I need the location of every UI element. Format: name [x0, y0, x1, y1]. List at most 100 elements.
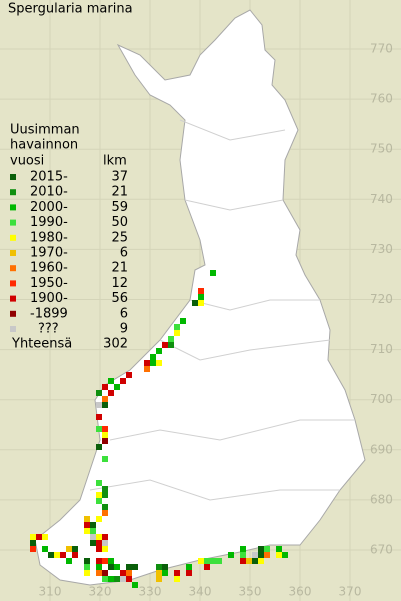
occurrence-square	[102, 492, 108, 498]
occurrence-square	[186, 570, 192, 576]
occurrence-square	[30, 540, 36, 546]
occurrence-square	[156, 564, 162, 570]
occurrence-square	[102, 570, 108, 576]
occurrence-square	[252, 558, 258, 564]
occurrence-square	[180, 318, 186, 324]
occurrence-square	[114, 564, 120, 570]
occurrence-square	[102, 456, 108, 462]
legend-label: 1970-	[30, 246, 68, 261]
occurrence-square	[174, 576, 180, 582]
occurrence-square	[168, 336, 174, 342]
legend-count: 59	[111, 200, 128, 215]
legend-count: 21	[111, 261, 128, 276]
region-borders	[89, 119, 355, 501]
legend-swatch	[10, 326, 16, 332]
legend-count: 6	[120, 306, 128, 321]
occurrence-square	[102, 438, 108, 444]
y-tick-label: 730	[370, 242, 393, 256]
occurrence-square	[102, 558, 108, 564]
occurrence-square	[72, 546, 78, 552]
occurrence-square	[84, 528, 90, 534]
occurrence-square	[240, 552, 246, 558]
occurrence-square	[114, 576, 120, 582]
occurrence-square	[132, 582, 138, 588]
occurrence-square	[264, 546, 270, 552]
occurrence-square	[282, 552, 288, 558]
occurrence-square	[156, 360, 162, 366]
x-tick-label: 310	[39, 585, 62, 599]
legend-label: 1990-	[30, 215, 68, 230]
occurrence-square	[168, 342, 174, 348]
occurrence-square	[198, 288, 204, 294]
y-tick-label: 770	[370, 42, 393, 56]
occurrence-square	[156, 570, 162, 576]
occurrence-square	[174, 330, 180, 336]
occurrence-square	[246, 558, 252, 564]
occurrence-square	[126, 372, 132, 378]
occurrence-square	[96, 570, 102, 576]
y-tick-label: 680	[370, 492, 393, 506]
y-tick-label: 670	[370, 543, 393, 557]
x-tick-label: 350	[239, 585, 262, 599]
occurrence-square	[96, 540, 102, 546]
legend-label: 2015-	[30, 170, 68, 185]
occurrence-square	[102, 384, 108, 390]
occurrence-square	[264, 552, 270, 558]
occurrence-square	[66, 558, 72, 564]
legend-count: 25	[111, 230, 128, 245]
occurrence-square	[198, 558, 204, 564]
occurrence-square	[96, 402, 102, 408]
legend-count: 12	[111, 276, 128, 291]
occurrence-square	[90, 528, 96, 534]
occurrence-square	[216, 558, 222, 564]
occurrence-square	[204, 558, 210, 564]
occurrence-square	[84, 558, 90, 564]
legend-swatch	[10, 234, 16, 241]
legend-count: 9	[120, 322, 128, 337]
occurrence-square	[96, 492, 102, 498]
legend-swatch	[10, 250, 16, 256]
occurrence-square	[84, 522, 90, 528]
occurrence-square	[126, 570, 132, 576]
occurrence-square	[150, 354, 156, 360]
legend-swatch	[10, 280, 16, 287]
occurrence-square	[162, 570, 168, 576]
legend-label: 2010-	[30, 185, 68, 200]
occurrence-square	[162, 564, 168, 570]
occurrence-square	[150, 360, 156, 366]
legend-column-count: lkm	[103, 154, 127, 169]
legend-swatch	[10, 295, 16, 302]
occurrence-square	[126, 576, 132, 582]
occurrence-square	[42, 534, 48, 540]
legend-total-label: Yhteensä	[11, 337, 72, 352]
legend-swatch	[10, 189, 16, 196]
y-tick-label: 710	[370, 342, 393, 356]
occurrence-square	[102, 504, 108, 510]
y-tick-label: 740	[370, 192, 393, 206]
occurrence-square	[276, 546, 282, 552]
occurrence-square	[30, 534, 36, 540]
occurrence-square	[36, 534, 42, 540]
occurrence-square	[108, 378, 114, 384]
y-tick-label: 760	[370, 92, 393, 106]
occurrence-square	[108, 558, 114, 564]
x-tick-label: 340	[189, 585, 212, 599]
legend-count: 37	[111, 170, 128, 185]
occurrence-squares	[30, 270, 288, 588]
occurrence-square	[102, 486, 108, 492]
occurrence-square	[96, 480, 102, 486]
occurrence-square	[102, 510, 108, 516]
occurrence-square	[102, 396, 108, 402]
occurrence-square	[84, 570, 90, 576]
occurrence-square	[102, 540, 108, 546]
occurrence-square	[102, 432, 108, 438]
occurrence-square	[204, 564, 210, 570]
occurrence-square	[96, 546, 102, 552]
occurrence-square	[258, 552, 264, 558]
occurrence-square	[162, 342, 168, 348]
legend-label: 2000-	[30, 200, 68, 215]
occurrence-square	[54, 552, 60, 558]
legend-swatch	[10, 204, 16, 211]
legend-swatch	[10, 265, 16, 272]
occurrence-square	[102, 402, 108, 408]
